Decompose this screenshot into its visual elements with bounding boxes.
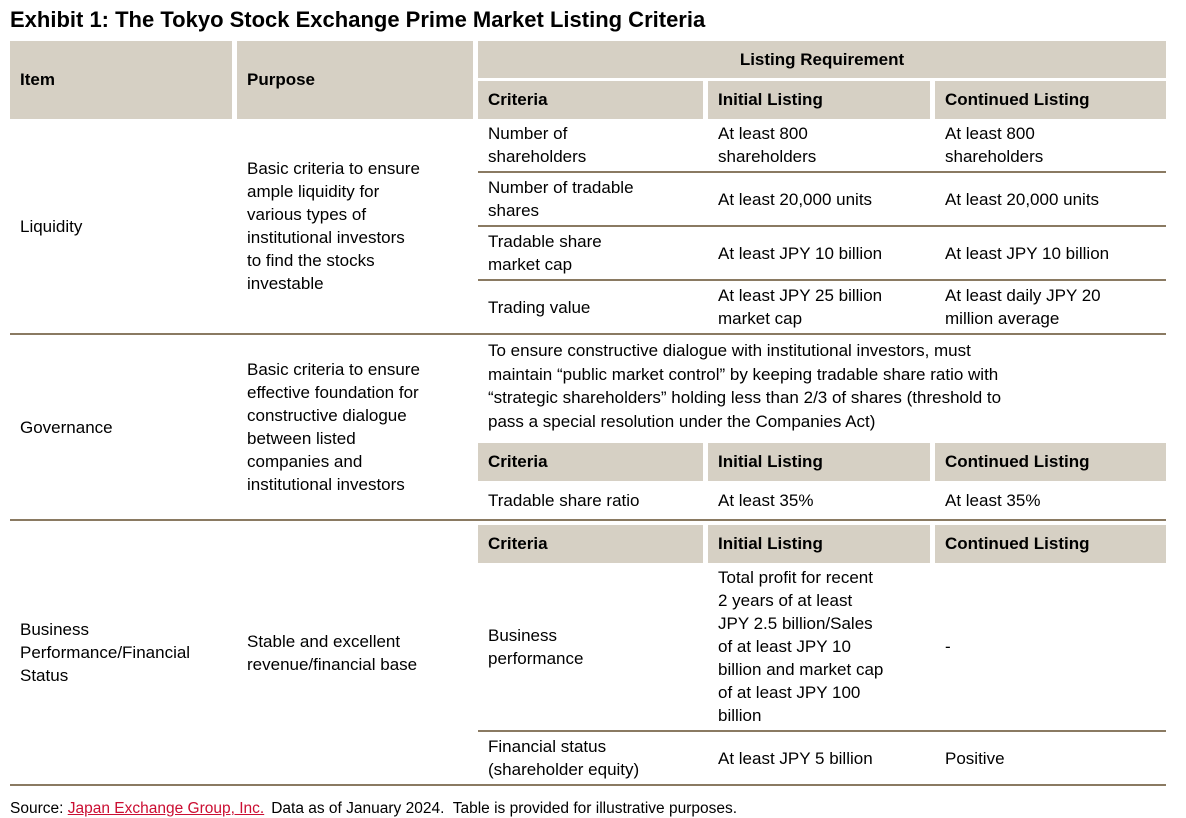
source-note: Data as of January 2024. Table is provid… [271,800,738,817]
purpose-text-governance: Basic criteria to ensure effective found… [247,360,420,494]
continued-listing-cell: Positive [945,748,1005,768]
section-divider [10,333,1166,335]
listing-criteria-table: Item Purpose Listing Requirement Criteri… [10,41,1166,786]
table-row: Business performance Total profit for re… [478,563,1166,730]
exhibit-title: Exhibit 1: The Tokyo Stock Exchange Prim… [10,7,706,32]
table-row: Tradable share market cap At least JPY 1… [478,225,1166,279]
item-label-liquidity: Liquidity [20,216,83,236]
source-line: Source: Japan Exchange Group, Inc. Data a… [10,800,1176,818]
continued-listing-cell: At least 20,000 units [945,189,1100,209]
section-governance: Governance Basic criteria to ensure effe… [10,335,1166,519]
criteria-cell: Financial status (shareholder equity) [488,737,640,779]
continued-listing-cell: At least JPY 10 billion [945,243,1110,263]
business-requirements: Criteria Initial Listing Continued Listi… [478,521,1166,784]
col-header-criteria: Criteria [478,81,703,119]
initial-listing-cell: At least 35% [718,490,814,510]
initial-listing-cell: Total profit for recent 2 years of at le… [718,568,884,725]
col-header-criteria: Criteria [478,525,703,563]
continued-listing-cell: - [945,637,951,656]
table-header: Item Purpose Listing Requirement Criteri… [10,41,1166,119]
col-header-initial-listing: Initial Listing [708,443,930,481]
initial-listing-cell: At least JPY 5 billion [718,748,873,768]
purpose-text-liquidity: Basic criteria to ensure ample liquidity… [247,159,420,293]
purpose-text-business: Stable and excellent revenue/financial b… [247,631,418,674]
criteria-cell: Tradable share market cap [488,232,602,274]
col-header-initial-listing: Initial Listing [708,525,930,563]
initial-listing-cell: At least 20,000 units [718,189,873,209]
criteria-cell: Number of tradable shares [488,178,634,220]
col-header-continued-listing: Continued Listing [935,525,1166,563]
item-label-governance: Governance [20,417,113,437]
table-row: Tradable share ratio At least 35% At lea… [478,481,1166,519]
source-link[interactable]: Japan Exchange Group, Inc. [67,800,265,817]
col-header-item: Item [10,41,232,119]
continued-listing-cell: At least 35% [945,490,1041,510]
col-header-continued-listing: Continued Listing [935,81,1166,119]
table-row: Financial status (shareholder equity) At… [478,730,1166,784]
col-header-purpose: Purpose [237,41,473,119]
governance-requirements: To ensure constructive dialogue with ins… [478,335,1166,519]
item-label-business: Business Performance/Financial Status [20,620,191,685]
table-row: Number of tradable shares At least 20,00… [478,171,1166,225]
section-business-performance: Business Performance/Financial Status St… [10,521,1166,784]
section-divider [10,519,1166,521]
criteria-cell: Number of shareholders [488,124,587,166]
continued-listing-cell: At least 800 shareholders [945,124,1044,166]
criteria-header-row: Criteria Initial Listing Continued Listi… [478,525,1166,563]
col-header-initial-listing: Initial Listing [708,81,930,119]
col-header-continued-listing: Continued Listing [935,443,1166,481]
criteria-cell: Tradable share ratio [488,490,640,510]
table-bottom-border [10,784,1166,786]
criteria-header-row: Criteria Initial Listing Continued Listi… [478,443,1166,481]
initial-listing-cell: At least 800 shareholders [718,124,817,166]
initial-listing-cell: At least JPY 25 billion market cap [718,286,883,328]
criteria-cell: Trading value [488,297,591,317]
governance-note: To ensure constructive dialogue with ins… [488,341,1002,431]
liquidity-requirements: Number of shareholders At least 800 shar… [478,119,1166,333]
continued-listing-cell: At least daily JPY 20 million average [945,286,1101,328]
source-label: Source: [10,800,68,817]
listing-requirement-header-group: Listing Requirement Criteria Initial Lis… [478,41,1166,119]
col-header-listing-requirement: Listing Requirement [478,41,1166,78]
initial-listing-cell: At least JPY 10 billion [718,243,883,263]
criteria-header-row: Criteria Initial Listing Continued Listi… [478,81,1166,119]
table-row: Number of shareholders At least 800 shar… [478,119,1166,171]
col-header-criteria: Criteria [478,443,703,481]
criteria-cell: Business performance [488,625,584,668]
table-row: Trading value At least JPY 25 billion ma… [478,279,1166,333]
section-liquidity: Liquidity Basic criteria to ensure ample… [10,119,1166,333]
